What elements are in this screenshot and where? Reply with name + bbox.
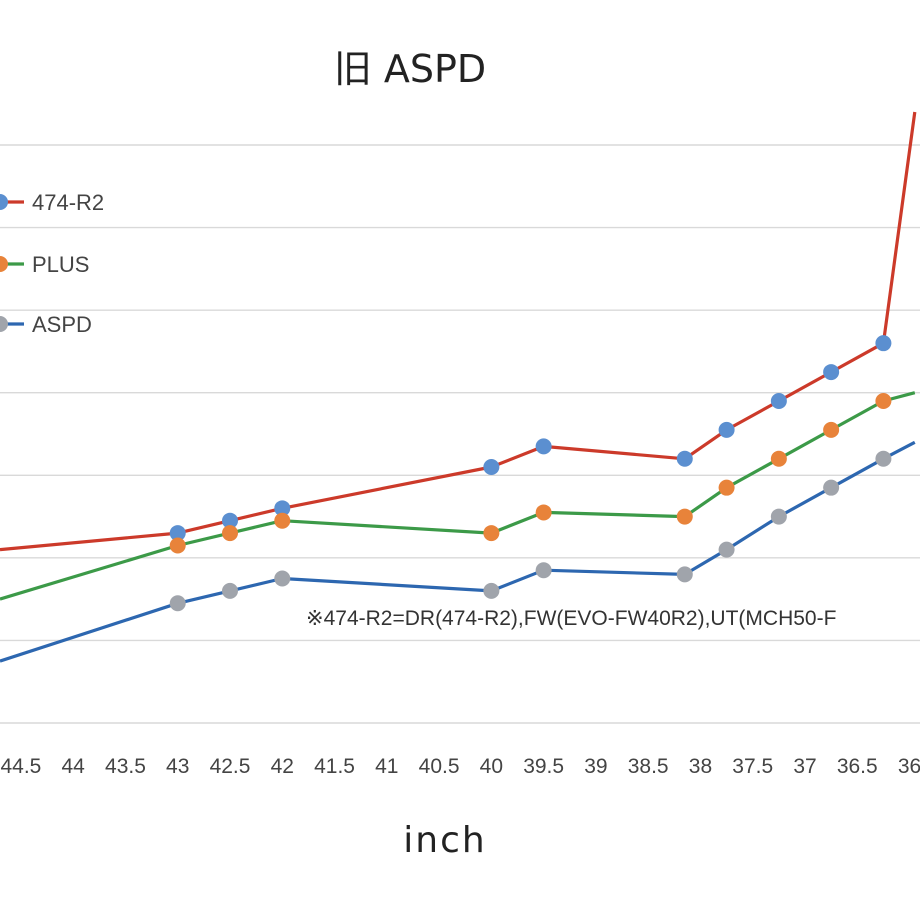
x-tick-label: 43.5 (105, 755, 146, 778)
x-tick-label: 38.5 (628, 755, 669, 778)
x-tick-label: 42.5 (210, 755, 251, 778)
data-point (823, 421, 840, 438)
data-point (274, 512, 291, 529)
data-point (875, 450, 892, 467)
data-point (676, 508, 693, 525)
legend-label: 474-R2 (32, 190, 104, 215)
data-point (676, 566, 693, 583)
x-tick-label: 39 (584, 755, 607, 778)
data-point (222, 582, 238, 599)
x-tick-label: 44.5 (0, 755, 41, 778)
x-tick-label: 41 (375, 755, 398, 778)
x-tick-label: 39.5 (523, 755, 564, 778)
data-point (718, 479, 735, 496)
legend-label: PLUS (32, 252, 89, 277)
x-tick-label: 44 (62, 755, 86, 778)
data-point (483, 525, 500, 542)
legend-marker (0, 256, 8, 272)
x-tick-label: 43 (166, 755, 189, 778)
data-point (169, 537, 186, 554)
data-point (274, 500, 291, 517)
chart-title: 旧 ASPD (333, 47, 487, 91)
data-point (535, 562, 552, 579)
data-point (770, 450, 787, 467)
series-line-aspd (0, 440, 916, 663)
data-point (823, 479, 840, 496)
x-tick-label: 40 (480, 755, 503, 778)
x-tick-label: 41.5 (314, 755, 355, 778)
series-line-474-r2 (0, 111, 917, 552)
data-point (770, 392, 787, 409)
x-axis-label: inch (403, 820, 487, 861)
legend-label: ASPD (32, 312, 92, 337)
series-line-plus (0, 391, 916, 601)
data-point (770, 508, 787, 525)
x-tick-label: 40.5 (419, 755, 460, 778)
data-point (718, 421, 735, 438)
data-point (222, 512, 238, 529)
data-point (169, 595, 186, 612)
data-point (169, 525, 186, 542)
data-point (823, 364, 840, 381)
data-point (875, 335, 892, 352)
data-point (718, 541, 735, 558)
data-point (535, 504, 552, 521)
data-point (483, 459, 500, 476)
x-tick-label: 42 (271, 755, 294, 778)
legend-marker (0, 316, 8, 332)
x-tick-label: 37.5 (732, 755, 773, 778)
data-point (483, 582, 500, 599)
legend-marker (0, 194, 8, 210)
data-point (222, 525, 238, 542)
data-point (535, 438, 552, 455)
x-tick-label: 36 (898, 755, 920, 778)
x-tick-label: 36.5 (837, 755, 878, 778)
x-tick-label: 37 (793, 755, 816, 778)
data-point (676, 450, 693, 467)
x-tick-label: 38 (689, 755, 712, 778)
data-point (274, 570, 291, 587)
data-point (875, 392, 892, 409)
annotation-note: ※474-R2=DR(474-R2),FW(EVO-FW40R2),UT(MCH… (306, 607, 836, 630)
